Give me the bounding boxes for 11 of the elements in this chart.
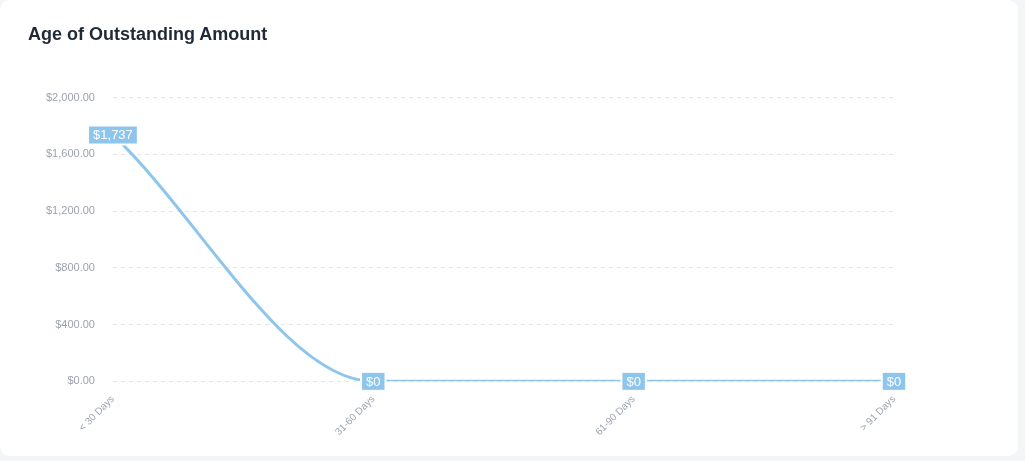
data-label: $0 bbox=[626, 373, 641, 389]
data-label: $1,737 bbox=[93, 127, 133, 143]
y-tick-label: $800.00 bbox=[55, 260, 95, 273]
chart-title: Age of Outstanding Amount bbox=[28, 23, 268, 44]
y-tick-label: $1,200.00 bbox=[46, 204, 95, 217]
data-label: $0 bbox=[886, 373, 902, 389]
data-label: $0 bbox=[366, 373, 381, 389]
y-tick-label: $2,000.00 bbox=[46, 90, 95, 103]
y-tick-label: $0.00 bbox=[67, 374, 95, 387]
y-tick-label: $1,600.00 bbox=[46, 147, 95, 160]
y-tick-label: $400.00 bbox=[55, 317, 95, 330]
